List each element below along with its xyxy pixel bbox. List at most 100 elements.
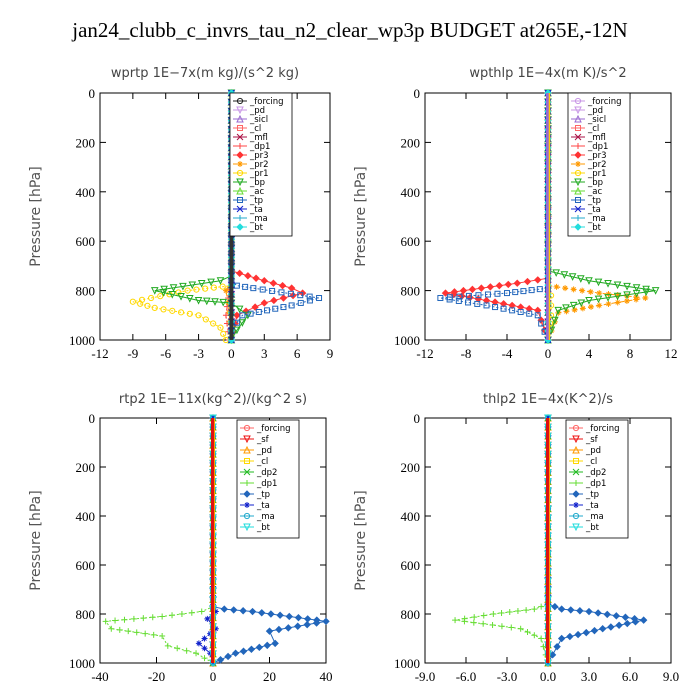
data-point: [446, 296, 453, 303]
data-point: [480, 620, 487, 627]
data-point: [651, 287, 660, 295]
data-point: [248, 607, 257, 616]
data-point: [474, 300, 481, 307]
legend-entry: _cl: [587, 124, 599, 134]
legend-marker: [574, 205, 582, 213]
data-point: [603, 610, 611, 619]
data-point: [207, 278, 215, 287]
y-tick-label: 800: [401, 284, 421, 299]
legend-marker: [243, 512, 251, 520]
data-point: [177, 293, 185, 301]
y-axis-label: Pressure [hPa]: [28, 490, 44, 590]
legend-entry: _pr3: [249, 151, 269, 161]
data-point: [201, 655, 208, 662]
data-point: [461, 618, 468, 625]
data-point: [235, 305, 244, 314]
data-point: [121, 616, 128, 623]
legend-entry: _pd: [249, 106, 265, 116]
data-point: [590, 626, 599, 635]
panel-title: wpthlp 1E−4x(m K)/s^2: [469, 66, 626, 81]
data-point: [260, 277, 268, 285]
data-point: [585, 607, 593, 616]
data-point: [605, 300, 612, 307]
data-point: [557, 605, 566, 613]
data-point: [194, 296, 203, 305]
y-tick-label: 1000: [394, 656, 420, 671]
data-point: [294, 613, 303, 622]
data-point: [484, 291, 491, 298]
x-tick-label: -8: [461, 346, 472, 361]
legend-marker: [236, 205, 244, 213]
data-point: [195, 312, 202, 319]
data-point: [538, 635, 545, 642]
data-point: [598, 624, 607, 633]
data-point: [179, 282, 187, 291]
data-point: [150, 287, 159, 295]
y-tick-label: 400: [76, 185, 96, 200]
legend-marker: [243, 468, 251, 476]
data-point: [482, 296, 491, 305]
panel-2: wpthlp 1E−4x(m K)/s^2 Pressure [hPa] -12 -8…: [353, 66, 678, 361]
data-point: [477, 284, 486, 292]
data-point: [201, 645, 208, 652]
data-point: [116, 626, 123, 633]
x-tick-label: 20: [263, 669, 276, 684]
legend-marker: [243, 435, 251, 444]
data-point: [480, 612, 487, 619]
legend-entry: _pd: [585, 446, 601, 456]
legend-marker: [574, 114, 582, 123]
data-point: [475, 292, 482, 299]
legend-marker: [572, 468, 580, 476]
data-point: [483, 302, 490, 309]
x-tick-label: 9: [327, 346, 334, 361]
data-point: [275, 625, 283, 634]
panel-1: wprtp 1E−7x(m kg)/(s^2 kg) Pressure [hPa]…: [28, 66, 333, 361]
legend-marker: [236, 223, 244, 231]
series-line-ac: [104, 418, 214, 664]
data-point: [499, 300, 508, 308]
x-tick-label: -4: [502, 346, 513, 361]
data-point: [260, 299, 268, 307]
legend-entry: _forcing: [256, 424, 291, 434]
data-point: [538, 320, 545, 327]
legend: _forcing_pd_sicl_cl_mfl_dp1_pr3_pr2_pr1_…: [567, 92, 631, 237]
legend-marker: [574, 186, 582, 195]
data-point: [508, 301, 516, 310]
data-point: [526, 310, 533, 317]
data-point: [498, 623, 505, 630]
data-point: [303, 620, 311, 629]
legend-entry: _bp: [587, 178, 603, 188]
legend-entry: _ta: [587, 205, 601, 215]
data-point: [169, 612, 176, 619]
legend-entry: _cl: [585, 457, 597, 467]
panel-title: rtp2 1E−11x(kg^2)/(kg^2 s): [119, 392, 307, 407]
data-point: [279, 294, 288, 302]
x-tick-label: 0: [210, 669, 217, 684]
data-point: [568, 273, 577, 281]
legend-entry: _tp: [256, 490, 270, 500]
panel-4: thlp2 1E−4x(K^2)/s Pressure [hPa] -9.0 -6.0…: [353, 392, 679, 684]
x-tick-label: 8: [627, 346, 634, 361]
data-point: [183, 647, 190, 654]
legend-entry: _forcing: [585, 424, 620, 434]
data-point: [287, 290, 294, 297]
data-point: [157, 293, 164, 300]
legend-entry: _tp: [585, 490, 599, 500]
legend-entry: _ma: [587, 214, 606, 224]
data-point: [250, 285, 257, 292]
data-point: [494, 290, 501, 297]
data-point: [197, 280, 206, 288]
x-tick-label: -3.0: [497, 669, 518, 684]
data-point: [516, 303, 525, 311]
legend-marker: [574, 169, 582, 177]
legend-marker: [236, 169, 244, 177]
data-point: [252, 274, 260, 282]
data-point: [263, 641, 271, 650]
data-point: [258, 609, 266, 617]
legend-marker: [574, 151, 582, 159]
data-point: [210, 284, 218, 291]
data-point: [288, 302, 295, 309]
data-point: [623, 282, 631, 291]
legend-marker: [573, 502, 579, 508]
data-point: [537, 316, 545, 324]
